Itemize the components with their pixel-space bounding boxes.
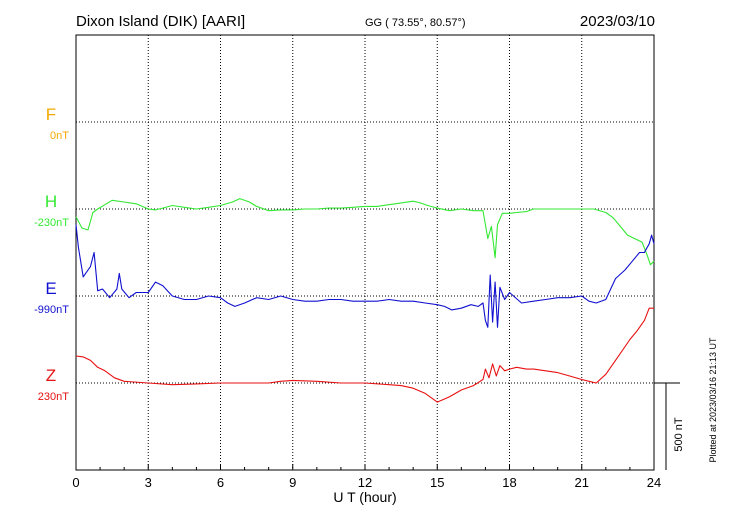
series-lines <box>75 198 655 403</box>
series-baseline-label-E: -990nT <box>34 304 69 316</box>
x-tick-label-12: 12 <box>358 475 372 490</box>
x-tick-label-15: 15 <box>430 475 444 490</box>
series-baseline-label-Z: 230nT <box>38 391 69 403</box>
scale-bar: 500 nT <box>654 382 685 470</box>
series-line-E <box>75 224 655 328</box>
series-name-H: H <box>45 192 57 211</box>
plotted-at-note: Plotted at 2023/03/16 21:13 UT <box>708 337 718 463</box>
x-tick-label-0: 0 <box>72 475 79 490</box>
x-tick-label-6: 6 <box>217 475 224 490</box>
x-axis-ticks: 0 3 6 9 12 15 18 21 24 <box>72 464 661 490</box>
x-axis-label: U T (hour) <box>333 489 396 505</box>
station-coords: GG ( 73.55°, 80.57°) <box>365 17 466 29</box>
series-baseline-label-F: 0nT <box>50 130 69 142</box>
series-baseline-label-H: -230nT <box>34 217 69 229</box>
series-line-Z <box>75 307 654 403</box>
series-name-E: E <box>45 279 56 298</box>
series-labels: F 0nT H -230nT E -990nT Z 230nT <box>34 105 69 403</box>
x-tick-label-21: 21 <box>575 475 589 490</box>
x-tick-label-3: 3 <box>145 475 152 490</box>
series-name-Z: Z <box>46 366 56 385</box>
station-title: Dixon Island (DIK) [AARI] <box>76 13 245 30</box>
chart-date: 2023/03/10 <box>580 13 655 30</box>
scale-bar-label: 500 nT <box>673 417 685 452</box>
x-tick-label-24: 24 <box>647 475 661 490</box>
x-tick-label-18: 18 <box>502 475 516 490</box>
x-tick-label-9: 9 <box>289 475 296 490</box>
series-line-H <box>75 198 655 266</box>
grid-lines <box>76 35 654 470</box>
series-name-F: F <box>46 105 56 124</box>
